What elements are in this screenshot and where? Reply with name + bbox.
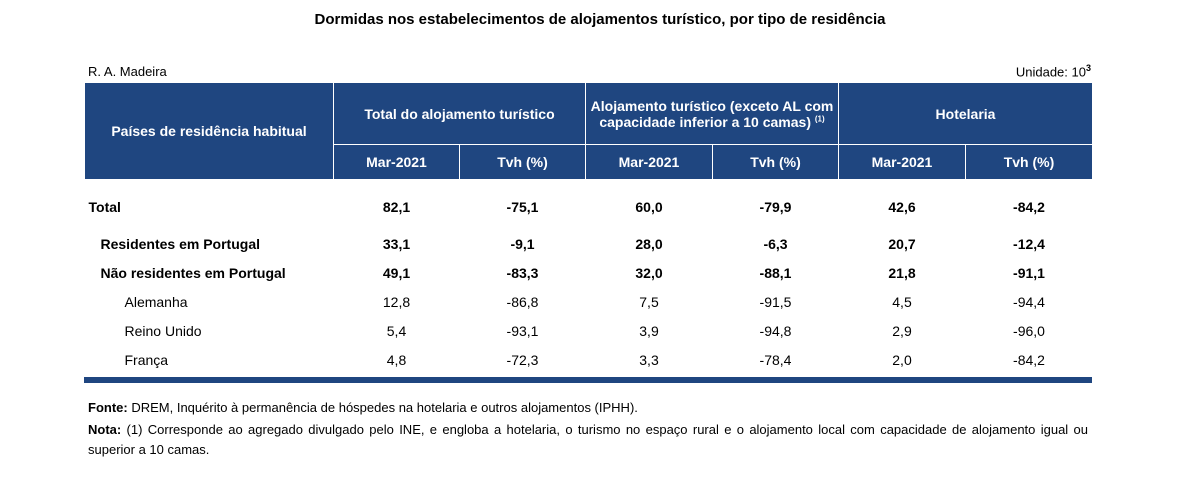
- footnote-label: Nota:: [88, 422, 122, 437]
- cell: -94,8: [759, 322, 792, 339]
- cell: 20,7: [888, 235, 916, 252]
- subcol-header: Mar-2021: [333, 144, 460, 180]
- table-row: Residentes em Portugal 33,1 -9,1 28,0 -6…: [85, 229, 1093, 258]
- table-row: Não residentes em Portugal 49,1 -83,3 32…: [85, 258, 1093, 287]
- cell: 82,1: [382, 198, 411, 215]
- subcol-header: Tvh (%): [964, 144, 1094, 180]
- cell: 28,0: [635, 235, 663, 252]
- table-row: Alemanha 12,8 -86,8 7,5 -91,5 4,5 -94,4: [85, 287, 1093, 316]
- cell: 60,0: [635, 198, 663, 215]
- cell: -88,1: [759, 264, 792, 281]
- row-label: França: [124, 351, 169, 368]
- cell: -12,4: [1013, 235, 1045, 252]
- cell: -9,1: [510, 235, 535, 252]
- header-group-label: Hotelaria: [935, 105, 996, 122]
- footnote: Nota: (1) Corresponde ao agregado divulg…: [88, 420, 1088, 460]
- row-label: Total: [88, 198, 121, 215]
- region-label: R. A. Madeira: [88, 64, 167, 79]
- subcol-header: Mar-2021: [585, 144, 713, 180]
- cell: -75,1: [506, 198, 539, 215]
- table-row: França 4,8 -72,3 3,3 -78,4 2,0 -84,2: [85, 345, 1093, 374]
- header-row-label: Países de residência habitual: [84, 82, 334, 180]
- cell: 4,8: [386, 351, 407, 368]
- header-group-hotelaria: Hotelaria: [837, 82, 1094, 145]
- cell: -72,3: [506, 351, 539, 368]
- cell: 3,3: [639, 351, 659, 368]
- cell: 21,8: [888, 264, 916, 281]
- cell: 2,9: [892, 322, 912, 339]
- source-note: Fonte: DREM, Inquérito à permanência de …: [88, 398, 1088, 418]
- cell: 12,8: [382, 293, 411, 310]
- cell: -91,5: [759, 293, 792, 310]
- cell: 3,9: [639, 322, 659, 339]
- table-title: Dormidas nos estabelecimentos de alojame…: [314, 11, 886, 28]
- subcol-header: Tvh (%): [459, 144, 586, 180]
- row-label: Residentes em Portugal: [100, 235, 261, 252]
- cell: -6,3: [763, 235, 788, 252]
- cell: -93,1: [506, 322, 539, 339]
- cell: 32,0: [635, 264, 663, 281]
- cell: -96,0: [1013, 322, 1045, 339]
- cell: -79,9: [759, 198, 792, 215]
- cell: -78,4: [759, 351, 792, 368]
- cell: -86,8: [506, 293, 539, 310]
- cell: -94,4: [1013, 293, 1045, 310]
- subcol-header: Tvh (%): [712, 144, 839, 180]
- header-group-total: Total do alojamento turístico: [333, 82, 586, 145]
- cell: 42,6: [888, 198, 916, 215]
- cell: 7,5: [639, 293, 659, 310]
- header-group-label: Total do alojamento turístico: [364, 105, 555, 122]
- cell: 4,5: [892, 293, 912, 310]
- source-text: DREM, Inquérito à permanência de hóspede…: [127, 400, 638, 415]
- cell: -84,2: [1013, 351, 1045, 368]
- cell: 2,0: [892, 351, 912, 368]
- footnote-text: (1) Corresponde ao agregado divulgado pe…: [88, 422, 1088, 457]
- cell: 33,1: [382, 235, 411, 252]
- header-group-label: Alojamento turístico (exceto AL com capa…: [590, 97, 834, 130]
- unit-label: Unidade: 103: [700, 63, 1091, 79]
- header-group-alojamento: Alojamento turístico (exceto AL com capa…: [585, 82, 839, 145]
- table-row: Reino Unido 5,4 -93,1 3,9 -94,8 2,9 -96,…: [85, 316, 1093, 345]
- row-label: Alemanha: [124, 293, 188, 310]
- cell: -83,3: [506, 264, 539, 281]
- unit-text: Unidade: 10: [1015, 64, 1086, 80]
- cell: -91,1: [1013, 264, 1045, 281]
- cell: 5,4: [386, 322, 407, 339]
- data-table: Países de residência habitual Total do a…: [84, 82, 1094, 374]
- cell: -84,2: [1013, 198, 1045, 215]
- table-row: Total 82,1 -75,1 60,0 -79,9 42,6 -84,2: [85, 192, 1093, 221]
- footnote-marker: (1): [814, 113, 825, 123]
- spacer-row: [85, 221, 1093, 229]
- subcol-header: Mar-2021: [838, 144, 966, 180]
- row-label: Não residentes em Portugal: [100, 264, 286, 281]
- table-bottom-rule: [84, 377, 1092, 383]
- row-label: Reino Unido: [124, 322, 202, 339]
- unit-exponent: 3: [1085, 63, 1091, 73]
- spacer-row: [85, 180, 1093, 193]
- cell: 49,1: [382, 264, 411, 281]
- source-label: Fonte:: [88, 400, 128, 415]
